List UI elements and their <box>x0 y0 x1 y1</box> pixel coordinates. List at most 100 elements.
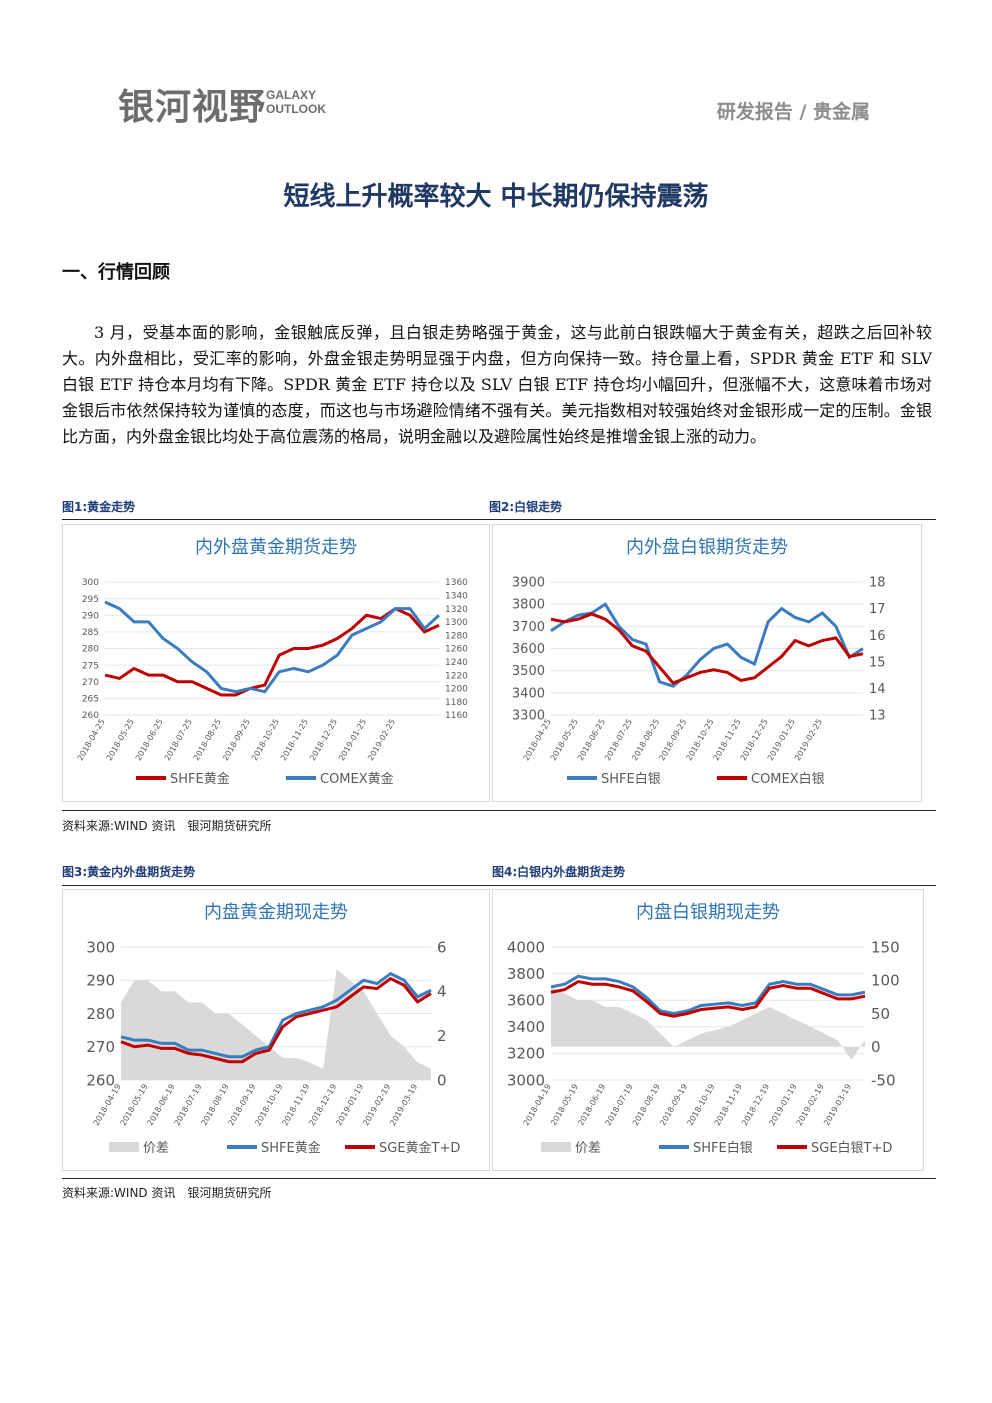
legend-label: SGE白银T+D <box>811 1140 892 1156</box>
x-tick-label: 2018-08-19 <box>200 1083 231 1128</box>
y2-tick-label: 1180 <box>445 698 468 708</box>
y2-tick-label: 18 <box>869 576 886 591</box>
y-tick-label: 280 <box>86 1005 115 1023</box>
y2-tick-label: 16 <box>869 629 886 644</box>
y-tick-label: 275 <box>82 661 99 671</box>
y-tick-label: 3500 <box>512 664 545 679</box>
legend-label: SHFE白银 <box>601 771 661 787</box>
rule <box>62 885 936 886</box>
rule <box>62 1178 936 1179</box>
y-tick-label: 3600 <box>507 991 545 1009</box>
x-tick-label: 2019-01-25 <box>337 718 368 763</box>
y2-tick-label: 1260 <box>445 645 468 655</box>
rule <box>62 810 936 811</box>
line <box>550 974 866 1016</box>
logo-en: GALAXY OUTLOOK <box>266 88 326 116</box>
x-tick-label: 2019-02-19 <box>795 1083 826 1128</box>
x-tick-label: 2018-07-19 <box>173 1083 204 1128</box>
y-tick-label: 280 <box>82 645 99 655</box>
line <box>120 971 432 1059</box>
x-tick-label: 2018-11-19 <box>713 1083 744 1128</box>
report-type: 研发报告 / 贵金属 <box>716 101 870 123</box>
x-tick-label: 2018-09-19 <box>226 1083 257 1128</box>
chart: 内盘白银期现走势 3000 3200 3400 3600 3800 4000 -50 0 50 10… <box>492 889 924 1171</box>
y-tick-label: 3300 <box>512 709 545 724</box>
x-tick-label: 2018-10-25 <box>250 718 281 763</box>
figure-label: 图2:白银走势 <box>489 500 563 514</box>
x-tick-label: 2018-07-19 <box>604 1083 635 1128</box>
x-tick-label: 2019-02-25 <box>793 718 824 763</box>
x-tick-label: 2018-11-25 <box>279 718 310 763</box>
x-tick-label: 2018-07-25 <box>603 718 634 763</box>
chart: 内外盘黄金期货走势 260 265 270 275 280 285 290 295 300 1160… <box>62 524 490 802</box>
source: 资料来源:WIND 资讯 银河期货研究所 <box>62 819 272 833</box>
logo-en-line: OUTLOOK <box>266 102 326 116</box>
x-tick-label: 2018-05-25 <box>105 718 136 763</box>
y2-tick-label: 0 <box>437 1071 447 1089</box>
x-tick-label: 2018-09-19 <box>658 1083 689 1128</box>
y-tick-label: 3800 <box>507 965 545 983</box>
y2-tick-label: 1240 <box>445 658 468 668</box>
x-tick-label: 2019-01-19 <box>334 1083 365 1128</box>
y-tick-label: 3400 <box>512 686 545 701</box>
y-tick-label: 270 <box>86 1038 115 1056</box>
logo-en-line: GALAXY <box>266 88 317 102</box>
chart-title: 内盘黄金期现走势 <box>204 902 348 923</box>
legend-label: SHFE黄金 <box>170 771 230 787</box>
y-tick-label: 260 <box>82 711 99 721</box>
legend-label: COMEX白银 <box>751 771 825 787</box>
y2-tick-label: 1340 <box>445 591 468 601</box>
x-tick-label: 2018-11-25 <box>712 718 743 763</box>
y-tick-label: 3900 <box>512 576 545 591</box>
y2-tick-label: -50 <box>871 1071 896 1089</box>
y2-tick-label: 1360 <box>445 578 468 588</box>
x-tick-label: 2018-12-25 <box>308 718 339 763</box>
legend-label: SGE黄金T+D <box>379 1140 460 1156</box>
legend-label: SHFE白银 <box>693 1140 753 1156</box>
y2-tick-label: 50 <box>871 1005 890 1023</box>
rule <box>62 519 936 520</box>
legend-label: 价差 <box>575 1141 601 1156</box>
x-tick-label: 2018-11-19 <box>280 1083 311 1128</box>
source: 资料来源:WIND 资讯 银河期货研究所 <box>62 1186 272 1200</box>
y-tick-label: 3200 <box>507 1045 545 1063</box>
y-tick-label: 260 <box>86 1071 115 1089</box>
area <box>551 986 865 1061</box>
y-tick-label: 265 <box>82 695 99 705</box>
y2-tick-label: 2 <box>437 1027 447 1045</box>
x-tick-label: 2019-01-25 <box>766 718 797 763</box>
x-tick-label: 2018-05-19 <box>549 1083 580 1128</box>
y2-tick-label: 100 <box>871 972 900 990</box>
line <box>104 606 440 697</box>
x-tick-label: 2018-12-19 <box>307 1083 338 1128</box>
x-tick-label: 2018-09-25 <box>657 718 688 763</box>
line <box>120 976 432 1064</box>
logo: 银河视野 <box>118 87 267 128</box>
y-tick-label: 295 <box>82 595 99 605</box>
x-tick-label: 2018-05-25 <box>549 718 580 763</box>
y-tick-label: 290 <box>86 972 115 990</box>
section-heading: 一、行情回顾 <box>62 262 170 283</box>
y-tick-label: 285 <box>82 628 99 638</box>
x-tick-label: 2018-05-19 <box>119 1083 150 1128</box>
legend-label: SHFE黄金 <box>261 1140 321 1156</box>
x-tick-label: 2019-02-19 <box>361 1083 392 1128</box>
x-tick-label: 2018-10-19 <box>253 1083 284 1128</box>
line <box>104 600 441 694</box>
y2-tick-label: 150 <box>871 938 900 956</box>
x-tick-label: 2018-06-19 <box>576 1083 607 1128</box>
y-tick-label: 3800 <box>512 598 545 613</box>
y-tick-label: 3600 <box>512 642 545 657</box>
line <box>550 612 864 685</box>
y2-tick-label: 0 <box>871 1038 881 1056</box>
x-tick-label: 2018-06-25 <box>134 718 165 763</box>
y-tick-label: 3000 <box>507 1071 545 1089</box>
y-tick-label: 300 <box>86 938 115 956</box>
x-tick-label: 2018-08-25 <box>630 718 661 763</box>
y2-tick-label: 1200 <box>445 685 468 695</box>
figure-label: 图4:白银内外盘期货走势 <box>492 865 626 879</box>
title: 短线上升概率较大 中长期仍保持震荡 <box>283 182 709 212</box>
x-tick-label: 2019-03-19 <box>388 1083 419 1128</box>
figure-label: 图1:黄金走势 <box>62 500 136 514</box>
